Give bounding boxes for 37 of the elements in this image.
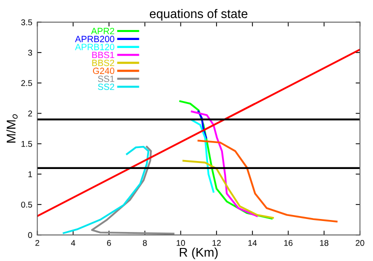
x-tick-label: 20: [356, 240, 364, 246]
y-tick-label: 0: [28, 232, 32, 238]
legend-label: APRB200: [75, 36, 114, 42]
y-tick-label: 2: [28, 110, 32, 116]
x-tick-label: 16: [284, 240, 293, 246]
legend-label: SS1: [98, 76, 114, 82]
line-series: [179, 100, 273, 220]
legend-label: BBS2: [92, 60, 114, 66]
line-series: [62, 146, 150, 234]
legend-label: APR2: [91, 28, 114, 34]
x-tick-label: 10: [176, 240, 186, 246]
legend-label: G240: [93, 68, 114, 74]
x-tick-label: 14: [248, 240, 257, 246]
line-series: [91, 146, 174, 235]
y-tick-label: 1.5: [21, 141, 32, 147]
y-tick-label: 3: [28, 50, 32, 56]
x-tick-label: 12: [212, 240, 221, 246]
x-axis-title: R (Km): [180, 248, 218, 260]
legend-label: BBS1: [92, 52, 114, 58]
x-tick-label: 2: [35, 240, 40, 246]
legend-label: APRB120: [75, 44, 114, 50]
y-axis-title: M/M$_{o}$: [6, 114, 18, 143]
y-tick-label: 2.5: [21, 80, 32, 86]
x-tick-label: 18: [320, 240, 328, 246]
chart-title: equations of state: [150, 8, 248, 21]
y-tick-label: 3.5: [21, 19, 32, 26]
line-series: [190, 119, 214, 193]
x-tick-label: 6: [107, 240, 111, 246]
x-tick-label: 8: [142, 240, 147, 246]
line-series: [198, 140, 338, 222]
y-tick-label: 1: [28, 171, 32, 178]
line-series: [198, 110, 208, 139]
line-series: [182, 160, 274, 219]
legend-label: SS2: [98, 84, 114, 90]
x-tick-label: 4: [71, 240, 76, 246]
line-series: [190, 110, 258, 217]
y-tick-label: 0.5: [21, 202, 32, 208]
